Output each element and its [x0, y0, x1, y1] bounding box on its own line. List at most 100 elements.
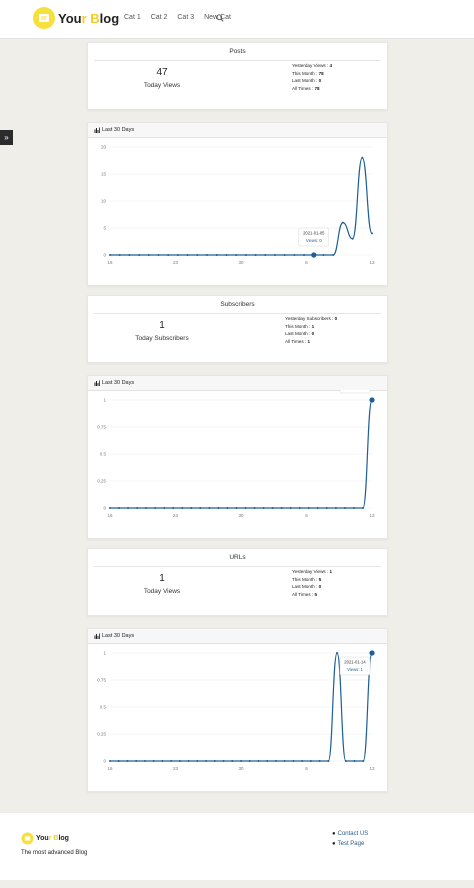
- data-point[interactable]: [298, 507, 301, 509]
- data-point[interactable]: [138, 254, 141, 256]
- footer-link-test-page[interactable]: ● Test Page: [332, 841, 365, 847]
- data-point[interactable]: [217, 507, 220, 509]
- data-point[interactable]: [109, 507, 111, 509]
- data-point[interactable]: [117, 760, 120, 762]
- data-point[interactable]: [361, 507, 364, 509]
- site-title[interactable]: Your Blog: [58, 11, 120, 26]
- data-point[interactable]: [341, 221, 344, 224]
- data-point[interactable]: [344, 760, 347, 762]
- data-point[interactable]: [178, 760, 181, 762]
- data-point[interactable]: [208, 507, 211, 509]
- data-point[interactable]: [213, 760, 216, 762]
- data-point[interactable]: [293, 254, 296, 256]
- data-point[interactable]: [196, 760, 199, 762]
- data-point[interactable]: [167, 254, 170, 256]
- data-point[interactable]: [205, 760, 208, 762]
- data-point[interactable]: [186, 254, 189, 256]
- data-point[interactable]: [199, 507, 202, 509]
- data-point[interactable]: [206, 254, 209, 256]
- data-point[interactable]: [334, 507, 337, 509]
- data-point[interactable]: [226, 507, 229, 509]
- logo-icon[interactable]: [32, 6, 56, 30]
- data-point[interactable]: [274, 760, 277, 762]
- data-point[interactable]: [262, 507, 265, 509]
- data-point[interactable]: [176, 254, 179, 256]
- data-point[interactable]: [225, 254, 228, 256]
- data-point[interactable]: [215, 254, 218, 256]
- data-point[interactable]: [352, 507, 355, 509]
- data-point[interactable]: [128, 254, 131, 256]
- highlighted-point[interactable]: [369, 397, 375, 403]
- data-point[interactable]: [301, 760, 304, 762]
- data-point[interactable]: [196, 254, 199, 256]
- data-point[interactable]: [362, 760, 365, 762]
- data-point[interactable]: [351, 237, 354, 240]
- data-point[interactable]: [271, 507, 274, 509]
- data-point[interactable]: [336, 652, 339, 654]
- data-point[interactable]: [109, 760, 111, 762]
- footer-site-title[interactable]: Your Blog: [36, 835, 69, 842]
- data-point[interactable]: [316, 507, 319, 509]
- data-point[interactable]: [273, 254, 276, 256]
- data-point[interactable]: [292, 760, 295, 762]
- data-point[interactable]: [109, 254, 111, 256]
- data-point[interactable]: [280, 507, 283, 509]
- data-point[interactable]: [136, 507, 139, 509]
- data-point[interactable]: [322, 254, 325, 256]
- data-point[interactable]: [187, 760, 190, 762]
- data-point[interactable]: [325, 507, 328, 509]
- data-point[interactable]: [244, 507, 247, 509]
- data-point[interactable]: [235, 254, 238, 256]
- data-point[interactable]: [181, 507, 184, 509]
- data-point[interactable]: [353, 760, 356, 762]
- highlighted-point[interactable]: [311, 252, 317, 258]
- nav-item-new-cat[interactable]: New Cat: [204, 14, 231, 21]
- data-point[interactable]: [152, 760, 155, 762]
- data-point[interactable]: [190, 507, 193, 509]
- data-point[interactable]: [283, 760, 286, 762]
- data-point[interactable]: [303, 254, 306, 256]
- data-point[interactable]: [309, 760, 312, 762]
- data-point[interactable]: [257, 760, 260, 762]
- data-point[interactable]: [127, 507, 130, 509]
- nav-item-cat-3[interactable]: Cat 3: [177, 14, 195, 21]
- data-point[interactable]: [283, 254, 286, 256]
- data-point[interactable]: [248, 760, 251, 762]
- data-point[interactable]: [157, 254, 160, 256]
- data-point[interactable]: [307, 507, 310, 509]
- data-point[interactable]: [170, 760, 173, 762]
- data-point[interactable]: [154, 507, 157, 509]
- data-point[interactable]: [318, 760, 321, 762]
- footer-logo-icon[interactable]: [21, 832, 34, 845]
- data-point[interactable]: [143, 760, 146, 762]
- data-point[interactable]: [118, 507, 121, 509]
- data-point[interactable]: [327, 760, 330, 762]
- data-point[interactable]: [222, 760, 225, 762]
- sidebar-toggle-button[interactable]: »: [0, 130, 13, 145]
- data-point[interactable]: [361, 156, 364, 159]
- data-point[interactable]: [126, 760, 129, 762]
- data-point[interactable]: [147, 254, 150, 256]
- data-point[interactable]: [135, 760, 138, 762]
- data-point[interactable]: [332, 254, 335, 256]
- footer-link-contact[interactable]: ● Contact US: [332, 831, 369, 837]
- data-point[interactable]: [172, 507, 175, 509]
- nav-item-cat-1[interactable]: Cat 1: [124, 14, 141, 21]
- data-point[interactable]: [289, 507, 292, 509]
- data-point[interactable]: [235, 507, 238, 509]
- data-point[interactable]: [253, 507, 256, 509]
- nav-item-cat-2[interactable]: Cat 2: [150, 14, 168, 21]
- data-point[interactable]: [371, 232, 373, 235]
- data-point[interactable]: [343, 507, 346, 509]
- highlighted-point[interactable]: [369, 650, 375, 656]
- data-point[interactable]: [118, 254, 121, 256]
- data-point[interactable]: [231, 760, 234, 762]
- data-point[interactable]: [240, 760, 242, 762]
- data-point[interactable]: [161, 760, 164, 762]
- search-icon[interactable]: [216, 14, 224, 22]
- data-point[interactable]: [244, 254, 247, 256]
- data-point[interactable]: [163, 507, 166, 509]
- data-point[interactable]: [145, 507, 148, 509]
- data-point[interactable]: [266, 760, 269, 762]
- data-point[interactable]: [264, 254, 267, 256]
